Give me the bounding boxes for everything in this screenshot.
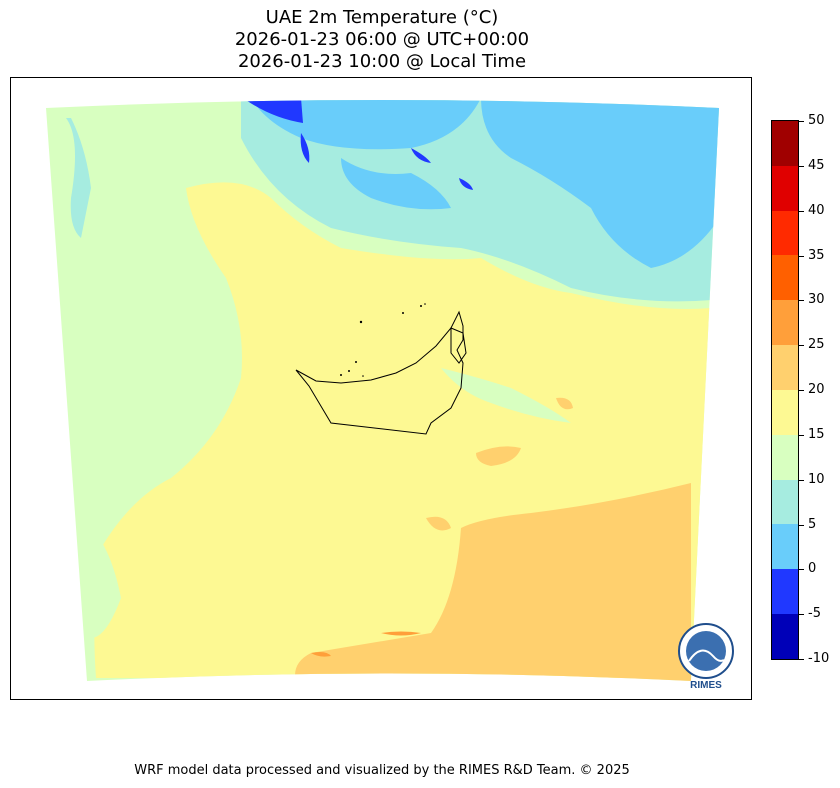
colorbar-tick-label: 40 [808, 202, 825, 218]
colorbar-tick-label: 0 [808, 561, 817, 577]
colorbar-tick-mark [799, 524, 804, 526]
map-title-line3: 2026-01-23 10:00 @ Local Time [237, 51, 527, 72]
colorbar-band [772, 300, 798, 346]
temp-zone-25-30 [381, 631, 421, 636]
colorbar-band [772, 165, 798, 211]
colorbar-band [772, 345, 798, 390]
map-title-line2: 2026-01-23 06:00 @ UTC+00:00 [234, 29, 530, 50]
colorbar-band [772, 614, 798, 659]
colorbar-tick-mark [799, 255, 804, 257]
colorbar-tick-mark [799, 345, 804, 347]
colorbar-tick-label: -5 [808, 606, 821, 622]
temp-zone-minus5-0 [243, 100, 303, 123]
colorbar-tick-mark [799, 300, 804, 302]
colorbar-tick-label: 30 [808, 292, 825, 308]
colorbar-tick-label: 25 [808, 337, 825, 353]
colorbar-band [772, 569, 798, 615]
colorbar-tick-mark [799, 614, 804, 616]
colorbar-tick-label: 35 [808, 247, 825, 263]
colorbar-band [772, 524, 798, 570]
colorbar-tick-label: 5 [808, 516, 817, 532]
temperature-map: RIMES [46, 100, 734, 691]
island-dots [340, 303, 426, 377]
colorbar-tick-mark [799, 210, 804, 212]
colorbar-tick-label: 20 [808, 382, 825, 397]
colorbar-band [772, 389, 798, 435]
colorbar-tick-mark [799, 659, 804, 660]
rimes-logo-icon: RIMES [678, 623, 734, 691]
colorbar-band [772, 210, 798, 256]
colorbar-tick-mark [799, 434, 804, 436]
colorbar [771, 120, 799, 660]
colorbar-tick-label: 10 [808, 471, 825, 487]
footer-credit: WRF model data processed and visualized … [134, 763, 630, 778]
colorbar-tick-label: 15 [808, 426, 825, 442]
colorbar-tick-label: 45 [808, 157, 825, 173]
map-title-line1: UAE 2m Temperature (°C) [265, 7, 499, 28]
temp-zone-20-25 [295, 483, 691, 681]
colorbar-tick-mark [799, 569, 804, 571]
map-frame: RIMES [10, 77, 752, 700]
colorbar-band [772, 121, 798, 166]
colorbar-band [772, 255, 798, 301]
rimes-logo-text: RIMES [690, 680, 722, 691]
colorbar-band [772, 479, 798, 525]
temp-zone-0-5 [251, 100, 481, 150]
colorbar-tick-mark [799, 121, 804, 122]
colorbar-tick-label: -10 [808, 651, 830, 666]
colorbar-tick-mark [799, 165, 804, 167]
colorbar-band [772, 434, 798, 480]
colorbar-tick-mark [799, 390, 804, 391]
colorbar-tick-label: 50 [808, 113, 825, 128]
colorbar-tick-mark [799, 479, 804, 481]
